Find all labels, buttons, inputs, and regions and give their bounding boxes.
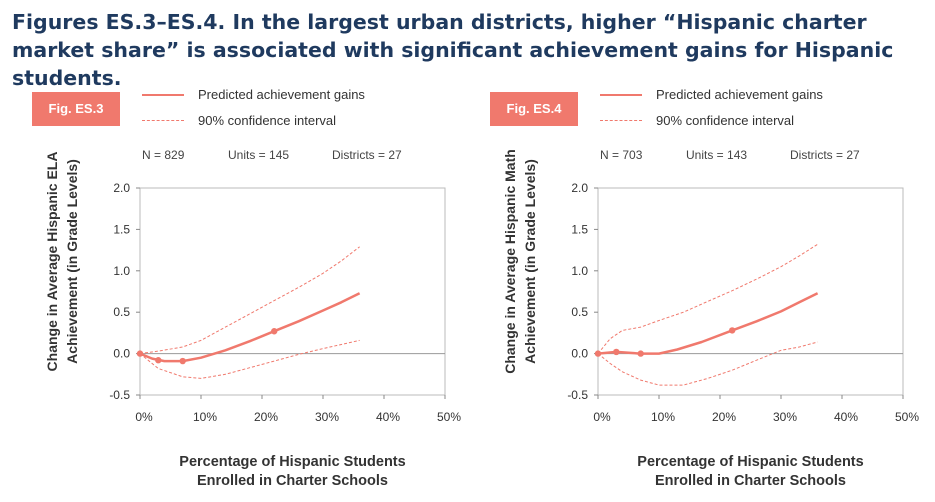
data-point — [594, 350, 602, 357]
plot-frame — [139, 187, 446, 396]
legend-solid-line-swatch — [600, 94, 642, 96]
y-tick-label: 1.5 — [113, 222, 130, 236]
predicted-gains-line — [139, 292, 361, 363]
x-tick-label: 50% — [895, 410, 919, 424]
x-tick-label: 30% — [773, 410, 797, 424]
data-point — [613, 348, 620, 356]
y-tick-label: 1.0 — [571, 264, 588, 278]
data-point — [179, 357, 186, 365]
figure-badge: Fig. ES.4 — [490, 92, 578, 126]
y-axis-label-line-1: Change in Average Hispanic Math — [502, 149, 518, 374]
x-tick-label: 30% — [315, 410, 339, 424]
x-tick-label: 40% — [376, 410, 400, 424]
stat-units: Units = 145 — [228, 148, 290, 162]
figure-es4-panel: Fig. ES.4 Predicted achievement gains 90… — [458, 80, 919, 500]
legend-ci-label: 90% confidence interval — [656, 113, 795, 128]
stat-districts: Districts = 27 — [790, 148, 860, 162]
x-tick-label: 0% — [593, 410, 611, 424]
confidence-interval-line — [139, 246, 360, 355]
y-axis-label-line-2: Achievement (in Grade Levels) — [64, 159, 80, 364]
y-tick-label: 0.0 — [571, 347, 588, 361]
data-point — [729, 327, 736, 334]
x-axis-label-line-2: Enrolled in Charter Schools — [655, 473, 846, 489]
legend-dashed-line-swatch — [142, 120, 184, 121]
x-axis-label-line-2: Enrolled in Charter Schools — [197, 473, 388, 489]
legend-predicted-label: Predicted achievement gains — [656, 87, 823, 102]
confidence-interval-line — [139, 339, 360, 379]
figure-es3-panel: Fig. ES.3 Predicted achievement gains 90… — [0, 80, 461, 500]
stat-n: N = 829 — [142, 148, 185, 162]
y-tick-label: 0.5 — [113, 305, 130, 319]
ela-achievement-chart: 2.0 1.5 1.0 0.5 0.0 -0.5 0% 10% 20% 30% 40% 50% Perc… — [44, 152, 461, 489]
y-axis-label-line-1: Change in Average Hispanic ELA — [44, 152, 60, 372]
data-point — [271, 328, 278, 335]
stat-units: Units = 143 — [686, 148, 748, 162]
y-tick-label: 2.0 — [113, 181, 130, 195]
predicted-gains-line — [597, 292, 819, 355]
y-tick-label: 1.5 — [571, 222, 588, 236]
y-tick-label: 0.0 — [113, 347, 130, 361]
x-tick-label: 40% — [834, 410, 858, 424]
legend-solid-line-swatch — [142, 94, 184, 96]
plot-frame — [597, 187, 904, 396]
x-axis-label-line-1: Percentage of Hispanic Students — [637, 454, 863, 470]
y-tick-label: 1.0 — [113, 264, 130, 278]
figure-badge: Fig. ES.3 — [32, 92, 120, 126]
legend-dashed-line-swatch — [600, 120, 642, 121]
data-point — [155, 357, 162, 364]
y-tick-label: -0.5 — [567, 388, 588, 402]
y-tick-label: -0.5 — [109, 388, 130, 402]
data-point — [637, 350, 644, 357]
stat-n: N = 703 — [600, 148, 643, 162]
math-achievement-chart: 2.0 1.5 1.0 0.5 0.0 -0.5 0% 10% 20% 30% 40% 50% Perc… — [502, 149, 919, 489]
confidence-interval-line — [597, 243, 818, 354]
x-tick-label: 50% — [437, 410, 461, 424]
y-tick-label: 2.0 — [571, 181, 588, 195]
page-title: Figures ES.3–ES.4. In the largest urban … — [12, 10, 894, 90]
x-tick-label: 10% — [193, 410, 217, 424]
x-axis-label-line-1: Percentage of Hispanic Students — [179, 454, 405, 470]
x-tick-label: 0% — [135, 410, 153, 424]
x-tick-label: 20% — [254, 410, 278, 424]
y-tick-label: 0.5 — [571, 305, 588, 319]
x-tick-label: 10% — [651, 410, 675, 424]
data-point — [136, 350, 144, 357]
x-tick-label: 20% — [712, 410, 736, 424]
y-axis-label-line-2: Achievement (in Grade Levels) — [522, 159, 538, 364]
stat-districts: Districts = 27 — [332, 148, 402, 162]
legend-predicted-label: Predicted achievement gains — [198, 87, 365, 102]
legend-ci-label: 90% confidence interval — [198, 113, 337, 128]
confidence-interval-line — [597, 341, 818, 386]
